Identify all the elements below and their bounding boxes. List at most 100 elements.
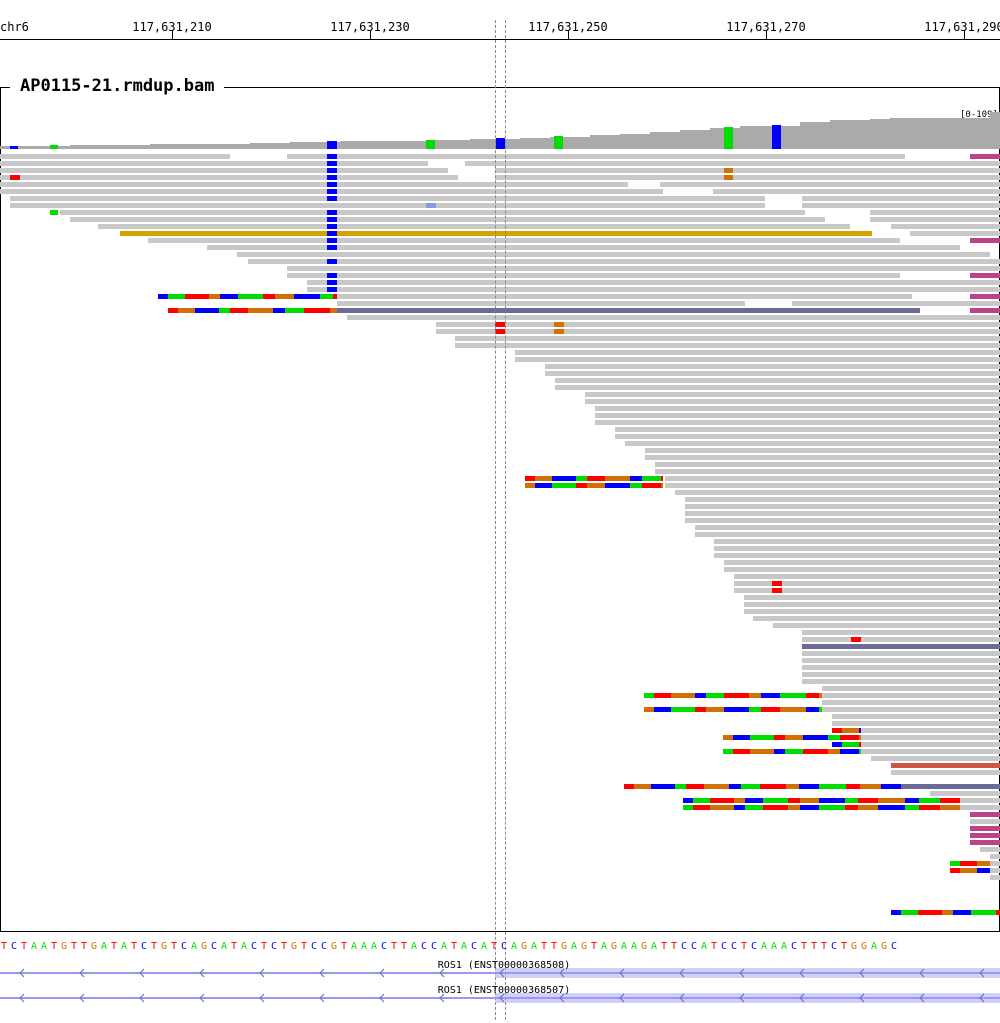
mismatch-base-c bbox=[327, 245, 337, 250]
coverage-bar bbox=[150, 144, 250, 149]
read-alignment bbox=[0, 182, 628, 187]
gene-label[interactable]: ROS1 (ENST00000368508) bbox=[437, 960, 571, 971]
soft-clip-base bbox=[294, 294, 320, 299]
reference-base: A bbox=[770, 941, 778, 952]
strand-arrow-icon bbox=[199, 993, 205, 1003]
soft-clip-base bbox=[788, 798, 800, 803]
soft-clip-base bbox=[741, 784, 760, 789]
read-alignment bbox=[685, 511, 1000, 516]
read-alignment bbox=[714, 539, 1000, 544]
mismatch-base-t bbox=[10, 175, 20, 180]
soft-clip-base bbox=[950, 868, 960, 873]
read-alignment bbox=[120, 231, 872, 236]
reference-base: T bbox=[550, 941, 558, 952]
reference-base: A bbox=[870, 941, 878, 952]
read-alignment bbox=[802, 637, 1000, 642]
read-alignment bbox=[307, 280, 1000, 285]
track-title[interactable]: AP0115-21.rmdup.bam bbox=[10, 76, 225, 96]
reference-base: A bbox=[30, 941, 38, 952]
read-alignment bbox=[615, 427, 1000, 432]
soft-clip-base bbox=[683, 805, 693, 810]
coverage-mismatch-mark bbox=[496, 138, 505, 149]
reference-base: G bbox=[520, 941, 528, 952]
mismatch-base-c bbox=[327, 189, 337, 194]
read-alignment bbox=[870, 217, 1000, 222]
soft-clip-base bbox=[552, 476, 576, 481]
ruler-tick-label: 117,631,230 bbox=[330, 20, 410, 34]
mismatch-base-g bbox=[554, 329, 564, 334]
soft-clip-base bbox=[819, 784, 846, 789]
read-alignment bbox=[248, 259, 1000, 264]
read-alignment bbox=[792, 301, 1000, 306]
soft-clip-base bbox=[840, 749, 859, 754]
reference-base: A bbox=[530, 941, 538, 952]
strand-arrow-icon bbox=[919, 993, 925, 1003]
strand-arrow-icon bbox=[319, 993, 325, 1003]
reference-base: G bbox=[200, 941, 208, 952]
read-alignment bbox=[545, 371, 1000, 376]
strand-arrow-icon bbox=[19, 993, 25, 1003]
soft-clip-base bbox=[761, 707, 780, 712]
reference-base: C bbox=[310, 941, 318, 952]
read-alignment bbox=[10, 196, 765, 201]
soft-clip-base bbox=[654, 693, 671, 698]
reference-base: A bbox=[780, 941, 788, 952]
mismatch-base-a bbox=[50, 210, 58, 215]
mismatch-base-g bbox=[554, 322, 564, 327]
mismatch-base-t bbox=[851, 637, 861, 642]
read-alignment bbox=[665, 476, 1000, 481]
ruler-tick-mark bbox=[766, 31, 767, 40]
insertion-marker bbox=[970, 812, 1000, 817]
read-alignment bbox=[465, 161, 1000, 166]
soft-clip-base bbox=[219, 308, 230, 313]
reference-base: C bbox=[10, 941, 18, 952]
mismatch-base-c bbox=[327, 154, 337, 159]
alignment-canvas[interactable] bbox=[0, 0, 1000, 935]
coverage-mismatch-mark bbox=[772, 125, 781, 149]
soft-clip-base bbox=[710, 805, 734, 810]
read-alignment bbox=[287, 273, 900, 278]
read-alignment bbox=[753, 616, 1000, 621]
coverage-bar bbox=[740, 126, 800, 149]
soft-clip-base bbox=[178, 308, 195, 313]
read-alignment bbox=[802, 665, 1000, 670]
coverage-bar bbox=[590, 135, 620, 149]
read-alignment bbox=[802, 203, 1000, 208]
reference-base: T bbox=[260, 941, 268, 952]
soft-clip-base bbox=[710, 798, 734, 803]
read-alignment bbox=[287, 154, 905, 159]
reference-base: A bbox=[700, 941, 708, 952]
gene-intron-line bbox=[0, 997, 1000, 999]
coverage-bar bbox=[830, 120, 870, 149]
ruler-tick-mark bbox=[370, 31, 371, 40]
mismatch-base-c bbox=[327, 182, 337, 187]
mismatch-base-c bbox=[327, 259, 337, 264]
soft-clip-base bbox=[686, 784, 704, 789]
soft-clip-base bbox=[819, 693, 822, 698]
gene-label[interactable]: ROS1 (ENST00000368507) bbox=[437, 985, 571, 996]
soft-clip-base bbox=[275, 294, 294, 299]
ruler-axis-line bbox=[0, 39, 1000, 40]
reference-base: C bbox=[470, 941, 478, 952]
read-alignment bbox=[585, 399, 1000, 404]
soft-clip-base bbox=[723, 735, 733, 740]
coverage-bar bbox=[870, 119, 890, 149]
read-alignment bbox=[685, 504, 1000, 509]
reference-base: T bbox=[710, 941, 718, 952]
reference-base: T bbox=[20, 941, 28, 952]
reference-base: A bbox=[620, 941, 628, 952]
read-alignment bbox=[713, 189, 1000, 194]
soft-clip-base bbox=[605, 483, 630, 488]
soft-clip-base bbox=[695, 693, 706, 698]
coverage-bar bbox=[340, 141, 430, 149]
read-alignment bbox=[832, 721, 1000, 726]
read-alignment bbox=[337, 301, 745, 306]
genome-ruler[interactable]: chr6 117,631,210 117,631,230 117,631,250… bbox=[0, 0, 1000, 40]
reference-base: G bbox=[60, 941, 68, 952]
reference-base: C bbox=[500, 941, 508, 952]
insertion-marker bbox=[970, 154, 1000, 159]
soft-clip-base bbox=[905, 805, 919, 810]
read-alignment bbox=[734, 581, 1000, 586]
soft-clip-segment bbox=[891, 763, 1000, 768]
